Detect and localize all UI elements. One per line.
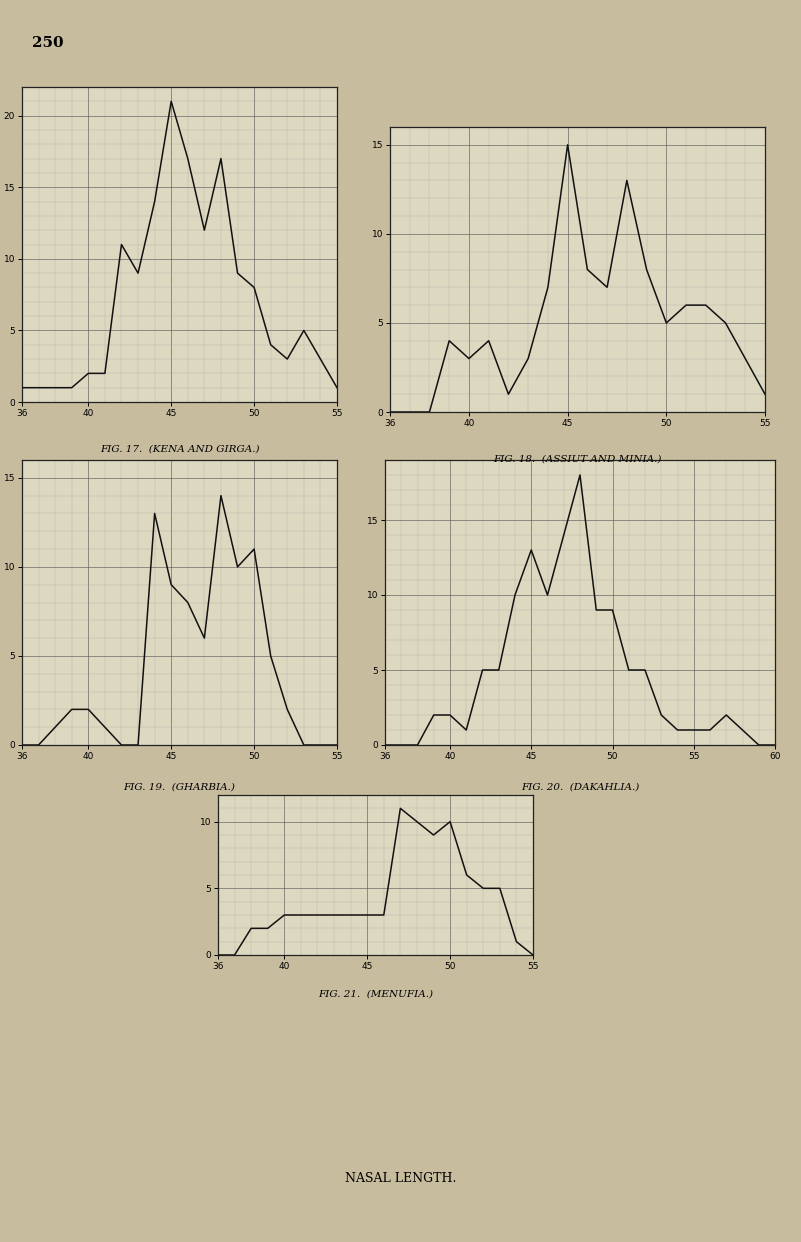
Text: NASAL LENGTH.: NASAL LENGTH. <box>344 1172 457 1185</box>
Text: FIG. 19.  (GHARBIA.): FIG. 19. (GHARBIA.) <box>123 782 235 791</box>
Text: FIG. 20.  (DAKAHLIA.): FIG. 20. (DAKAHLIA.) <box>521 782 639 791</box>
Text: FIG. 21.  (MENUFIA.): FIG. 21. (MENUFIA.) <box>318 990 433 999</box>
Text: 250: 250 <box>32 36 63 50</box>
Text: FIG. 17.  (KENA AND GIRGA.): FIG. 17. (KENA AND GIRGA.) <box>100 445 260 453</box>
Text: FIG. 18.  (ASSIUT AND MINIA.): FIG. 18. (ASSIUT AND MINIA.) <box>493 455 662 463</box>
